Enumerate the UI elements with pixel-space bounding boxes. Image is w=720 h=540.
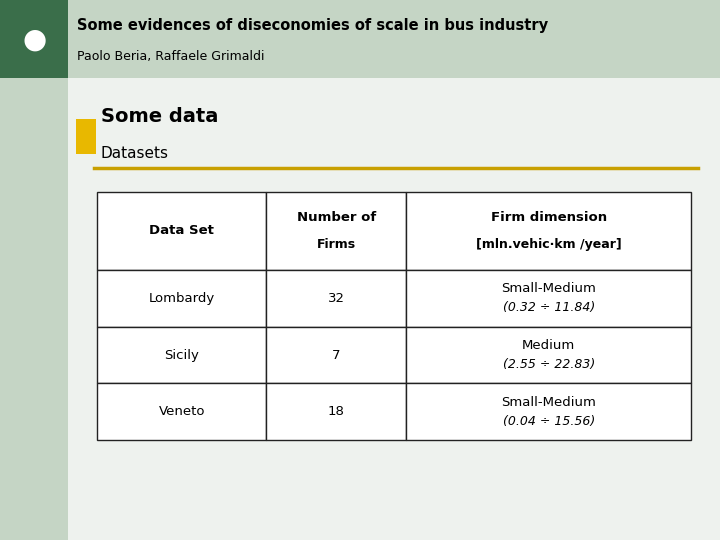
- Text: Paolo Beria, Raffaele Grimaldi: Paolo Beria, Raffaele Grimaldi: [77, 50, 264, 63]
- FancyBboxPatch shape: [97, 192, 266, 270]
- Text: 32: 32: [328, 292, 345, 305]
- FancyBboxPatch shape: [97, 327, 266, 383]
- Text: Some data: Some data: [101, 106, 218, 126]
- Text: Lombardy: Lombardy: [149, 292, 215, 305]
- FancyBboxPatch shape: [0, 0, 720, 78]
- FancyBboxPatch shape: [266, 192, 406, 270]
- FancyBboxPatch shape: [97, 383, 266, 440]
- FancyBboxPatch shape: [266, 327, 406, 383]
- Text: Firm dimension: Firm dimension: [490, 211, 607, 224]
- Text: Some evidences of diseconomies of scale in bus industry: Some evidences of diseconomies of scale …: [77, 18, 548, 32]
- FancyBboxPatch shape: [0, 0, 68, 78]
- FancyBboxPatch shape: [97, 270, 266, 327]
- Text: Medium: Medium: [522, 339, 575, 352]
- Text: Small-Medium: Small-Medium: [501, 396, 596, 409]
- Text: Small-Medium: Small-Medium: [501, 282, 596, 295]
- Text: Sicily: Sicily: [164, 348, 199, 362]
- Text: Data Set: Data Set: [150, 224, 215, 238]
- Text: Datasets: Datasets: [101, 146, 168, 161]
- FancyBboxPatch shape: [406, 270, 691, 327]
- FancyBboxPatch shape: [406, 383, 691, 440]
- Text: (0.04 ÷ 15.56): (0.04 ÷ 15.56): [503, 415, 595, 428]
- FancyBboxPatch shape: [0, 78, 68, 540]
- FancyBboxPatch shape: [406, 327, 691, 383]
- FancyBboxPatch shape: [76, 119, 96, 154]
- Text: ●: ●: [22, 25, 46, 53]
- FancyBboxPatch shape: [406, 192, 691, 270]
- Text: 7: 7: [332, 348, 341, 362]
- Text: (0.32 ÷ 11.84): (0.32 ÷ 11.84): [503, 301, 595, 314]
- Text: Firms: Firms: [317, 238, 356, 251]
- FancyBboxPatch shape: [266, 383, 406, 440]
- Text: 18: 18: [328, 405, 345, 418]
- FancyBboxPatch shape: [266, 270, 406, 327]
- Text: [mln.vehic·km /year]: [mln.vehic·km /year]: [476, 238, 621, 251]
- Text: Veneto: Veneto: [158, 405, 205, 418]
- Text: (2.55 ÷ 22.83): (2.55 ÷ 22.83): [503, 358, 595, 371]
- Text: Number of: Number of: [297, 211, 376, 224]
